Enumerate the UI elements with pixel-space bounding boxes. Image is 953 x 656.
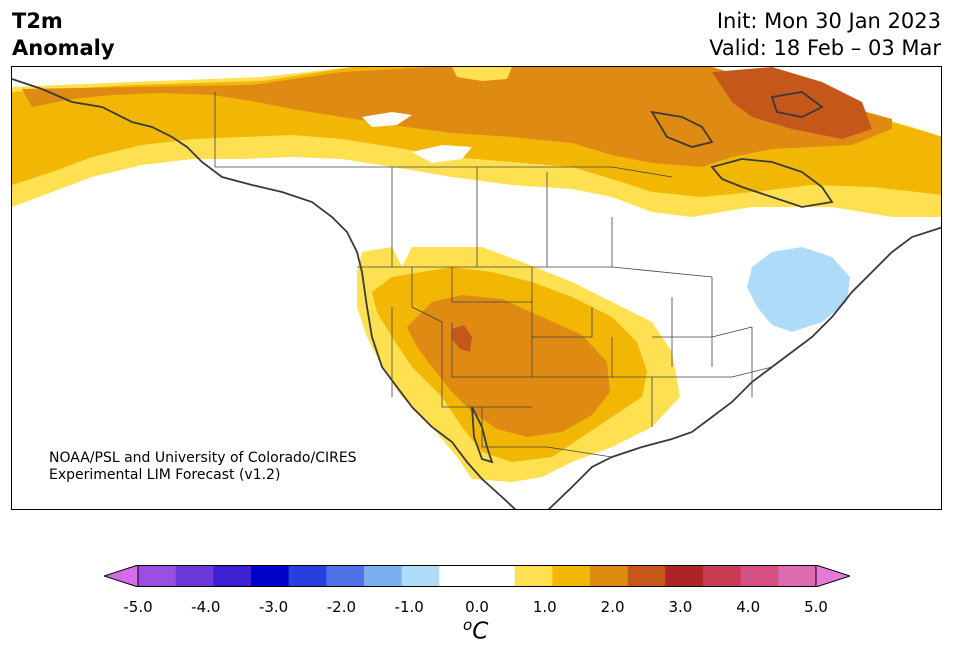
colorbar-cell <box>740 565 779 587</box>
colorbar-cell <box>514 565 553 587</box>
colorbar-low-extension <box>104 565 139 587</box>
map-title: T2m Anomaly <box>12 8 115 62</box>
colorbar-cell <box>778 565 817 587</box>
anomaly-region-arctic-dark <box>712 67 872 139</box>
colorbar-cell <box>401 565 440 587</box>
colorbar-tick-label: 4.0 <box>736 598 761 616</box>
colorbar-cell <box>251 565 290 587</box>
colorbar-cell <box>552 565 591 587</box>
colorbar-cell <box>138 565 177 587</box>
title-line-2: Anomaly <box>12 36 115 60</box>
colorbar-tick-label: 2.0 <box>600 598 625 616</box>
colorbar-cell <box>326 565 365 587</box>
init-date: Init: Mon 30 Jan 2023 <box>716 9 941 33</box>
colorbar-unit: oC <box>463 616 488 645</box>
political-borders <box>214 92 773 458</box>
colorbar <box>104 565 850 587</box>
anomaly-map <box>11 66 942 510</box>
colorbar-tick-label: -5.0 <box>123 598 153 616</box>
anomaly-region-colorado-dark <box>452 325 472 352</box>
colorbar-cell <box>590 565 629 587</box>
colorbar-cell <box>477 565 516 587</box>
colorbar-cell <box>627 565 666 587</box>
anomaly-region-northeast-cold <box>747 247 850 332</box>
colorbar-high-extension <box>815 565 850 587</box>
colorbar-tick-label: -2.0 <box>326 598 357 616</box>
colorbar-cells <box>138 565 817 587</box>
credit-line-2: Experimental LIM Forecast (v1.2) <box>49 467 281 483</box>
valid-date: Valid: 18 Feb – 03 Mar <box>709 36 941 60</box>
colorbar-cell <box>364 565 403 587</box>
unit-degree: o <box>463 616 473 634</box>
colorbar-cell <box>665 565 704 587</box>
map-svg <box>12 67 941 509</box>
colorbar-cell <box>703 565 742 587</box>
unit-celsius: C <box>472 618 489 645</box>
colorbar-tick-label: 1.0 <box>532 598 557 616</box>
colorbar-tick-label: -3.0 <box>258 598 289 616</box>
colorbar-cell <box>213 565 252 587</box>
credit-line-1: NOAA/PSL and University of Colorado/CIRE… <box>49 450 357 466</box>
colorbar-tick-label: 5.0 <box>804 598 828 616</box>
colorbar-tick-label: 3.0 <box>668 598 693 616</box>
title-line-1: T2m <box>12 9 63 33</box>
anomaly-region-north-orange <box>22 67 892 167</box>
colorbar-tick-label: 0.0 <box>465 598 489 616</box>
colorbar-tick-label: -4.0 <box>191 598 221 616</box>
colorbar-cell <box>439 565 478 587</box>
map-credit: NOAA/PSL and University of Colorado/CIRE… <box>49 450 357 484</box>
colorbar-tick-label: -1.0 <box>394 598 424 616</box>
forecast-dates: Init: Mon 30 Jan 2023 Valid: 18 Feb – 03… <box>709 8 941 62</box>
colorbar-cell <box>288 565 327 587</box>
colorbar-cell <box>175 565 214 587</box>
